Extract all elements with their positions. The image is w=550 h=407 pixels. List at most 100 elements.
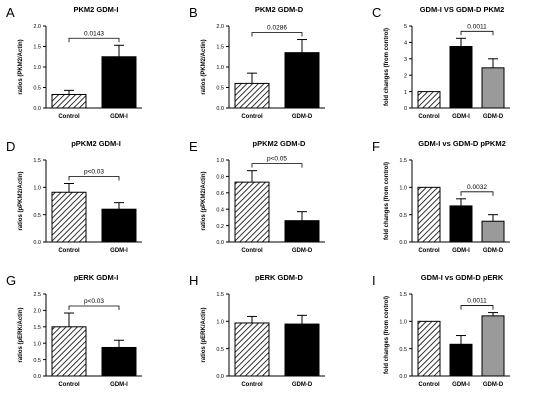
y-tick-label: 1.0 (33, 186, 41, 192)
y-tick-label: 4 (404, 41, 407, 47)
y-tick-label: 0.0 (33, 106, 41, 112)
y-tick-label: 1.0 (33, 341, 41, 347)
x-tick-label: Control (58, 114, 80, 120)
y-tick-label: 0.0 (33, 240, 41, 246)
y-tick-label: 3 (404, 57, 407, 63)
bar-gdm-i (449, 343, 473, 377)
significance-bracket (251, 163, 303, 168)
y-tick-label: 1.5 (216, 292, 224, 298)
chart-title: pPKM2 GDM-I (71, 139, 121, 148)
panel-letter: D (6, 139, 15, 154)
x-tick-label: GDM-D (292, 114, 313, 120)
y-axis-label: fold changes (from control) (384, 162, 390, 240)
panel-letter: H (189, 273, 198, 288)
panel-a: A PKM2 GDM-I ratios (PKM2/Actin) 0.0 0.5 1.0 1… (6, 5, 142, 120)
y-axis-label: ratios (pPKM2/Actin) (18, 171, 24, 230)
chart-title: GDM-I vs GDM-D pPKM2 (418, 139, 506, 148)
bar-gdm-d (284, 323, 320, 377)
panel-letter: E (189, 139, 198, 154)
significance-bracket (68, 37, 120, 43)
y-axis-label: ratios (PKM2/Actin) (201, 39, 207, 94)
significance-bracket (251, 32, 303, 37)
y-tick-label: 5 (404, 24, 407, 30)
panel-letter: G (6, 273, 16, 288)
y-tick-label: 2.0 (33, 24, 41, 30)
y-tick-label: 1.5 (399, 158, 407, 164)
panel-f: F GDM-I vs GDM-D pPKM2 fold changes (from … (372, 139, 510, 254)
y-tick-label: 1.0 (33, 65, 41, 71)
bar-gdm-d (481, 220, 505, 243)
x-tick-label: Control (241, 382, 263, 388)
panel-i: I GDM-I vs GDM-D pERK fold changes (from c… (372, 273, 510, 388)
significance-label: p<0.05 (267, 156, 287, 163)
y-tick-label: 0.8 (216, 175, 224, 181)
y-tick-label: 0.4 (216, 207, 224, 213)
y-tick-label: 0.5 (33, 213, 41, 219)
x-tick-label: Control (241, 114, 263, 120)
y-axis-label: fold changes (from control) (384, 296, 390, 374)
y-tick-label: 0.6 (216, 191, 224, 197)
y-tick-label: 2 (404, 73, 407, 79)
panel-letter: B (189, 5, 198, 20)
bar-control (417, 320, 441, 377)
y-tick-label: 0.5 (33, 358, 41, 364)
bar-gdm-i (101, 208, 137, 243)
bar-control (234, 322, 270, 377)
bar-control (417, 91, 441, 109)
chart-title: pPKM2 GDM-D (253, 139, 306, 148)
y-tick-label: 1 (404, 90, 407, 96)
y-tick-label: 2.0 (216, 24, 224, 30)
y-tick-label: 1.0 (216, 158, 224, 164)
y-tick-label: 0.0 (399, 374, 407, 380)
bar-control (417, 186, 441, 243)
y-tick-label: 0.0 (33, 374, 41, 380)
y-tick-label: 1.0 (216, 65, 224, 71)
x-tick-label: GDM-I (110, 248, 128, 254)
x-tick-label: Control (58, 248, 80, 254)
bar-gdm-d (284, 52, 320, 109)
bar-gdm-d (284, 220, 320, 243)
significance-label: 0.0286 (267, 25, 287, 32)
bar-control (51, 93, 87, 109)
significance-label: 0.0143 (84, 30, 104, 37)
bar-gdm-d (481, 67, 505, 109)
significance-bracket (68, 305, 120, 311)
y-tick-label: 2.0 (33, 309, 41, 315)
x-tick-label: GDM-D (483, 248, 504, 254)
bar-control (234, 82, 270, 109)
panel-letter: C (372, 5, 381, 20)
x-tick-label: Control (418, 248, 440, 254)
y-tick-label: 1.0 (399, 320, 407, 326)
y-tick-label: 0.5 (33, 86, 41, 92)
panel-b: B PKM2 GDM-D ratios (PKM2/Actin) 0.0 0.5 1.0 1… (189, 5, 325, 120)
panel-letter: F (372, 139, 380, 154)
y-tick-label: 0.0 (216, 374, 224, 380)
x-tick-label: GDM-D (292, 248, 313, 254)
y-tick-label: 1.0 (216, 320, 224, 326)
panel-c: C GDM-I VS GDM-D PKM2 fold changes (from c… (372, 5, 510, 120)
x-tick-label: Control (418, 114, 440, 120)
significance-label: 0.0032 (467, 184, 487, 191)
bar-control (51, 326, 87, 377)
bar-control (51, 191, 87, 243)
y-tick-label: 1.0 (399, 186, 407, 192)
bar-gdm-d (481, 315, 505, 377)
x-tick-label: GDM-I (452, 382, 470, 388)
y-tick-label: 0.0 (399, 240, 407, 246)
x-tick-label: Control (241, 248, 263, 254)
y-tick-label: 0.5 (399, 347, 407, 353)
significance-bracket (460, 305, 494, 310)
x-tick-label: Control (418, 382, 440, 388)
bar-gdm-i (449, 46, 473, 109)
significance-bracket (68, 176, 120, 181)
panel-letter: I (372, 273, 376, 288)
y-tick-label: 1.5 (33, 158, 41, 164)
significance-label: p<0.03 (84, 298, 104, 305)
x-tick-label: GDM-D (292, 382, 313, 388)
y-axis-label: ratios (PKM2/Actin) (18, 39, 24, 94)
